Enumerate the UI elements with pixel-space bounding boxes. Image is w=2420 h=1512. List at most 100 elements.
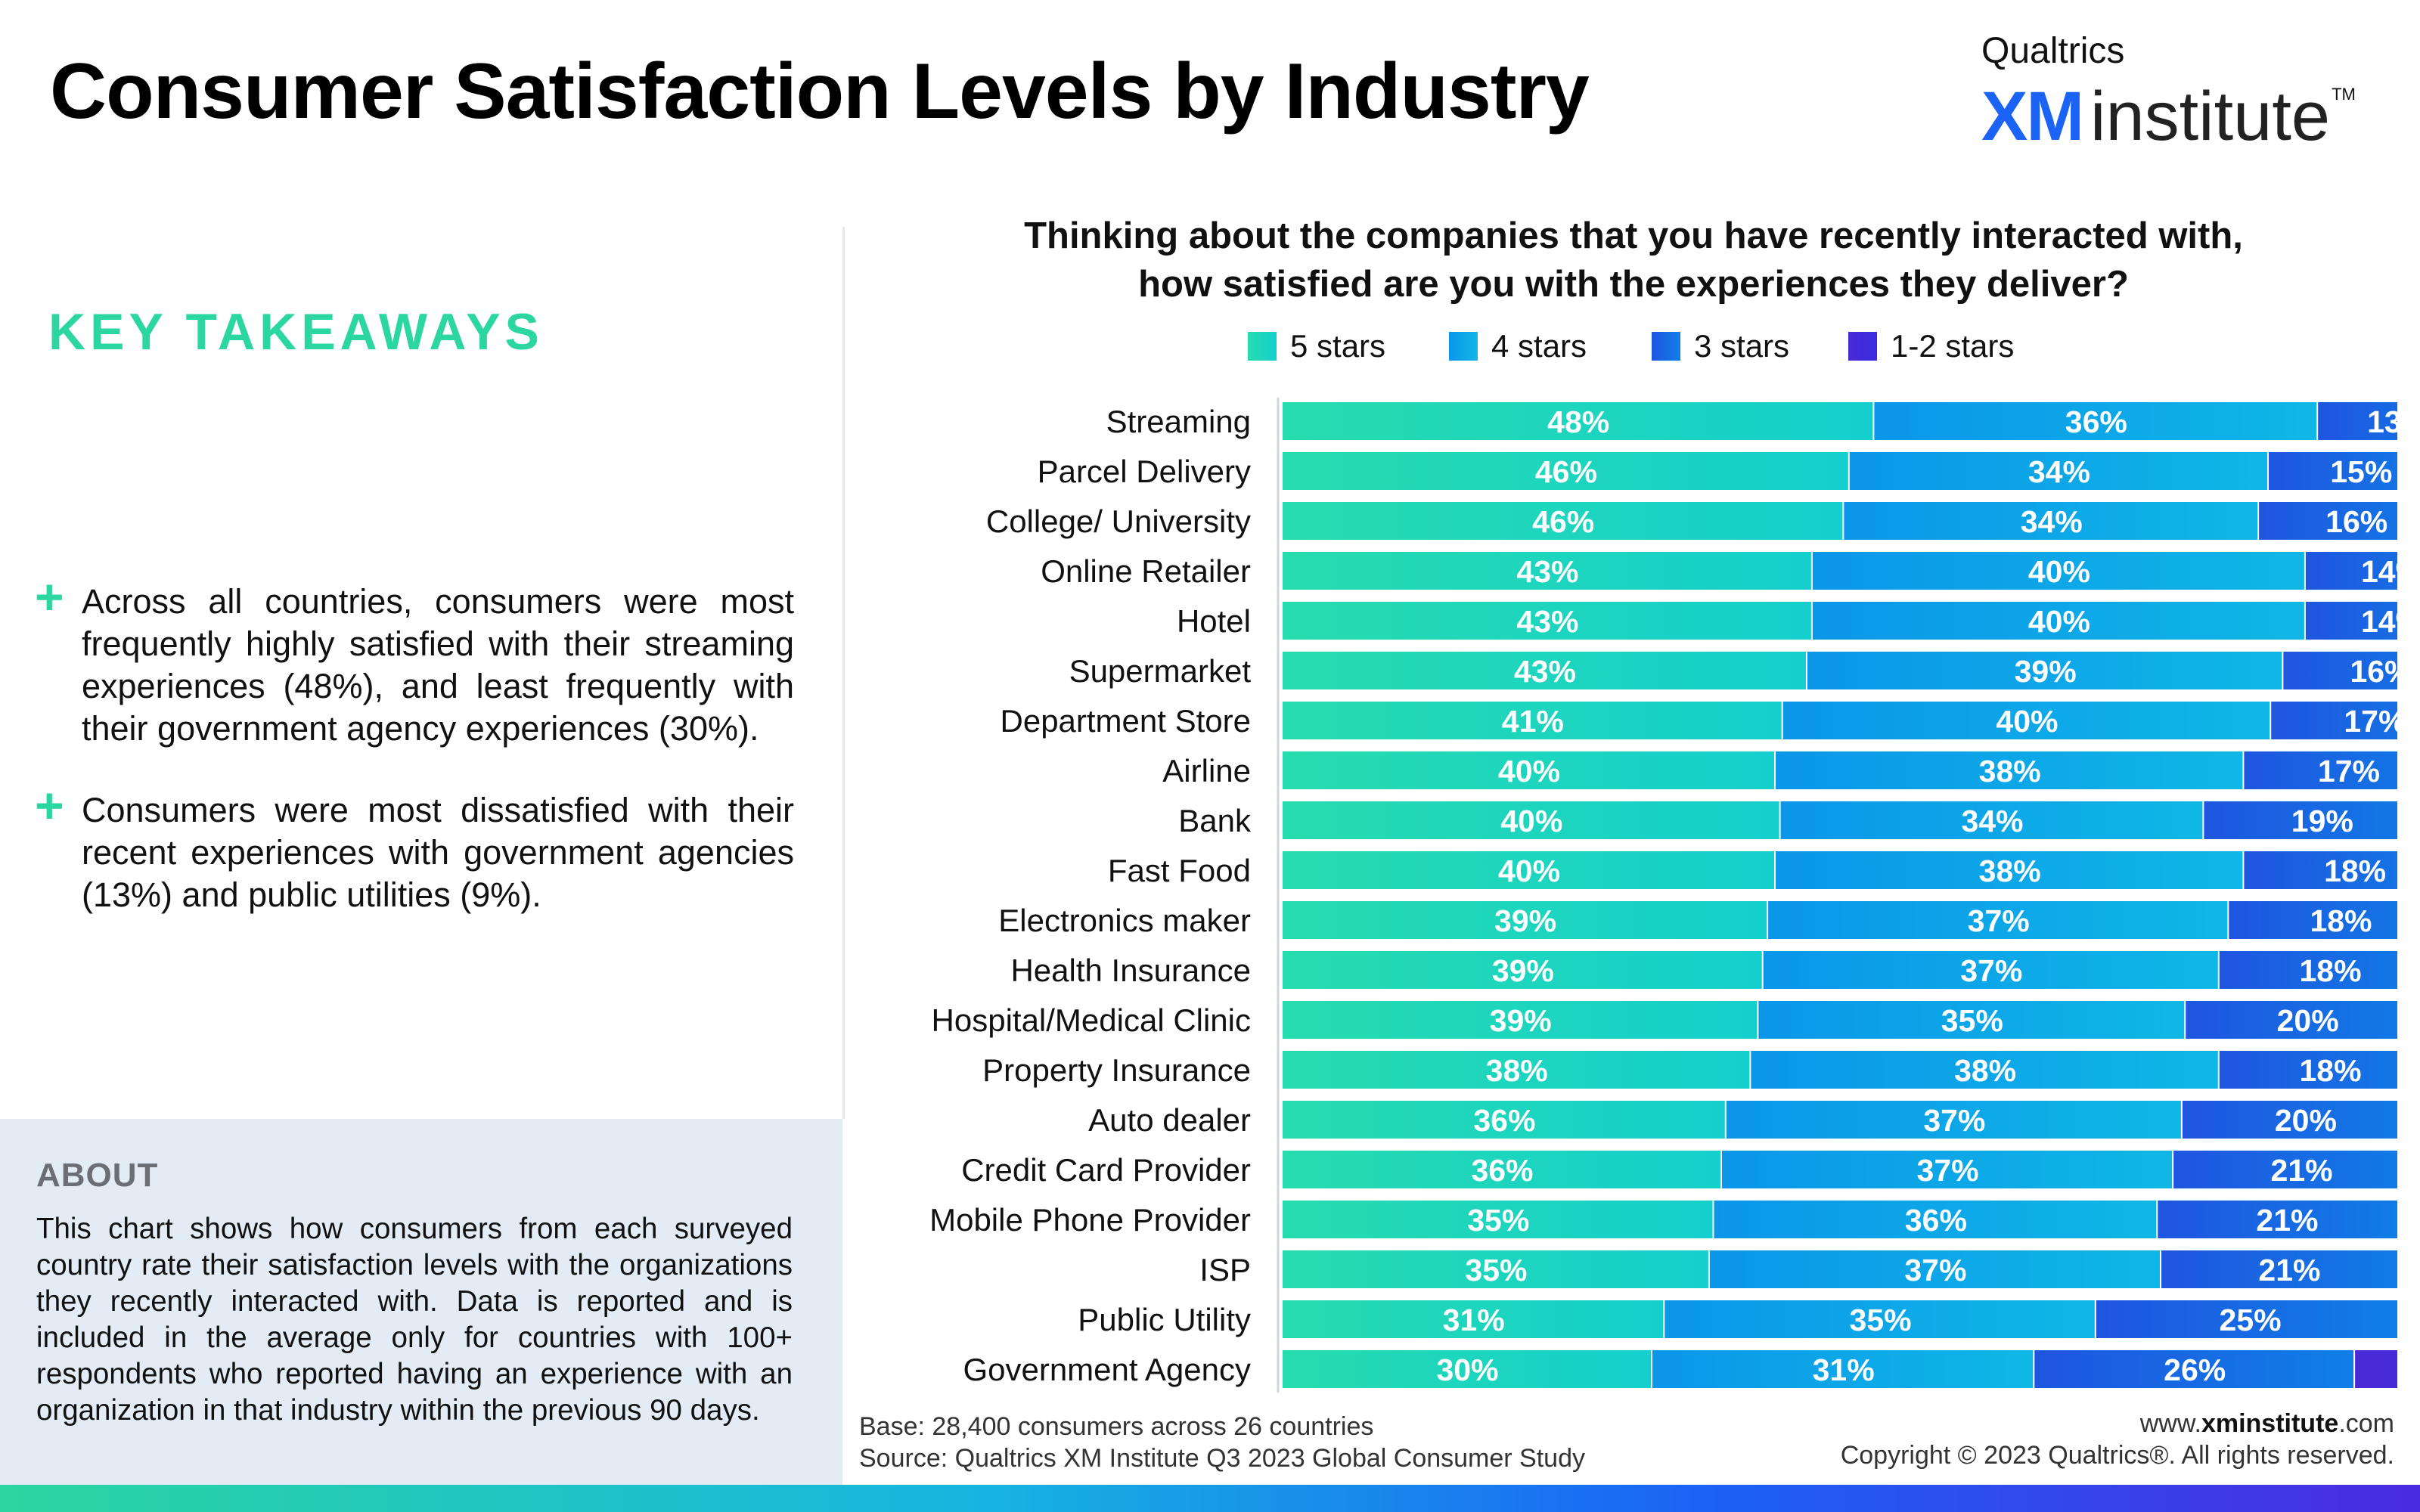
data-label: 41%: [1502, 704, 1564, 739]
category-label: Online Retailer: [1041, 553, 1251, 589]
bar-segment-5-stars: [1283, 801, 1779, 839]
bar-segment-4-stars: [1807, 652, 2282, 689]
data-label: 48%: [1547, 404, 1609, 439]
plus-icon: +: [35, 777, 64, 833]
data-label: 15%: [2330, 454, 2392, 489]
bar-segment-3-stars: [2219, 951, 2397, 989]
bar-segment-4-stars: [1726, 1101, 2181, 1139]
bar-segment-3-stars: [2158, 1201, 2397, 1238]
website-suffix: .com: [2338, 1409, 2394, 1438]
category-label: Property Insurance: [982, 1052, 1251, 1088]
legend-label: 4 stars: [1491, 328, 1587, 364]
data-label: 39%: [1492, 953, 1554, 988]
bar-segment-3-stars: [2305, 602, 2397, 640]
about-panel: ABOUT This chart shows how consumers fro…: [0, 1119, 842, 1486]
xm-institute-logo: Qualtrics XM instituteTM: [1981, 30, 2375, 155]
data-label: 40%: [1498, 854, 1560, 888]
website-domain: xminstitute: [2201, 1409, 2339, 1438]
about-title: ABOUT: [36, 1157, 159, 1194]
bar-segment-4-stars: [1751, 1051, 2218, 1089]
stacked-bar-chart: Streaming 48% 36% 13% Parcel Delivery 46% 34% 1…: [929, 398, 2397, 1393]
category-label: College/ University: [986, 503, 1251, 539]
data-label: 26%: [2164, 1352, 2226, 1387]
bar-segment-1-2-stars: [2355, 1350, 2397, 1388]
data-label: 38%: [1979, 854, 2041, 888]
data-label: 40%: [1996, 704, 2058, 739]
category-label: Streaming: [1106, 404, 1251, 439]
bar-segment-3-stars: [2096, 1300, 2397, 1338]
category-label: Government Agency: [963, 1352, 1251, 1387]
website-prefix: www.: [2139, 1409, 2201, 1438]
category-label: Parcel Delivery: [1038, 454, 1251, 489]
data-label: 18%: [2324, 854, 2386, 888]
legend-label: 3 stars: [1694, 328, 1790, 364]
logo-wordmark: XM instituteTM: [1981, 77, 2356, 156]
bar-segment-4-stars: [1768, 901, 2228, 939]
data-label: 31%: [1443, 1303, 1505, 1337]
bar-segment-3-stars: [2034, 1350, 2354, 1388]
bar-segment-4-stars: [1812, 602, 2304, 640]
bar-segment-5-stars: [1283, 1051, 1750, 1089]
data-label: 43%: [1516, 554, 1578, 589]
data-label: 13%: [2367, 404, 2397, 439]
bar-segment-3-stars: [2229, 901, 2397, 939]
data-label: 37%: [1960, 953, 2022, 988]
legend-label: 5 stars: [1290, 328, 1386, 364]
data-label: 35%: [1941, 1003, 2003, 1038]
legend-swatch: [1848, 332, 1877, 361]
chart-title-line: how satisfied are you with the experienc…: [1138, 264, 2129, 305]
logo-xm: XM: [1981, 78, 2084, 155]
category-label: Credit Card Provider: [961, 1152, 1251, 1188]
data-label: 20%: [2277, 1003, 2339, 1038]
bar-segment-3-stars: [2204, 801, 2397, 839]
takeaway-text: Across all countries, consumers were mos…: [82, 582, 794, 748]
bar-segment-3-stars: [2219, 1051, 2397, 1089]
bar-segment-5-stars: [1283, 851, 1774, 889]
data-label: 37%: [1904, 1253, 1966, 1287]
category-label: Hotel: [1177, 603, 1251, 639]
bar-segment-3-stars: [2244, 851, 2397, 889]
data-label: 16%: [2350, 654, 2397, 689]
bar-segment-4-stars: [1874, 402, 2317, 440]
data-label: 35%: [1465, 1253, 1527, 1287]
data-label: 38%: [1954, 1053, 2016, 1088]
bar-segment-4-stars: [1776, 851, 2243, 889]
bar-segment-4-stars: [1652, 1350, 2034, 1388]
bar-segment-4-stars: [1665, 1300, 2095, 1338]
data-label: 38%: [1979, 754, 2041, 789]
data-label: 46%: [1535, 454, 1597, 489]
takeaway-text: Consumers were most dissatisfied with th…: [82, 791, 794, 914]
data-label: 35%: [1850, 1303, 1912, 1337]
logo-institute: institute: [2090, 78, 2331, 155]
data-label: 39%: [1490, 1003, 1552, 1038]
takeaway-item: + Across all countries, consumers were m…: [35, 572, 794, 750]
logo-company: Qualtrics: [1981, 31, 2125, 71]
base-note: Base: 28,400 consumers across 26 countri…: [859, 1412, 1374, 1441]
data-label: 18%: [2310, 903, 2372, 938]
bar-segment-5-stars: [1283, 1300, 1664, 1338]
data-label: 21%: [2256, 1203, 2318, 1238]
bar-segment-4-stars: [1782, 702, 2270, 739]
data-label: 38%: [1486, 1053, 1548, 1088]
bar-segment-5-stars: [1283, 652, 1806, 689]
bar-segment-4-stars: [1780, 801, 2203, 839]
bottom-gradient-band: [0, 1485, 2420, 1512]
category-label: Mobile Phone Provider: [929, 1202, 1251, 1238]
bar-segment-4-stars: [1763, 951, 2218, 989]
bar-segment-5-stars: [1283, 1350, 1651, 1388]
data-label: 30%: [1436, 1352, 1498, 1387]
about-text: This chart shows how consumers from each…: [36, 1213, 793, 1427]
data-label: 40%: [1498, 754, 1560, 789]
panel-divider: [842, 227, 845, 1119]
bar-segment-4-stars: [1714, 1201, 2157, 1238]
data-label: 17%: [2318, 754, 2380, 789]
data-label: 21%: [2271, 1153, 2333, 1188]
data-label: 20%: [2275, 1103, 2337, 1138]
category-label: Bank: [1178, 803, 1252, 838]
data-label: 40%: [2028, 554, 2090, 589]
data-label: 18%: [2299, 953, 2361, 988]
category-label: Hospital/Medical Clinic: [932, 1002, 1251, 1038]
category-label: Health Insurance: [1010, 953, 1251, 988]
data-label: 39%: [1494, 903, 1556, 938]
category-label: Public Utility: [1078, 1302, 1251, 1337]
